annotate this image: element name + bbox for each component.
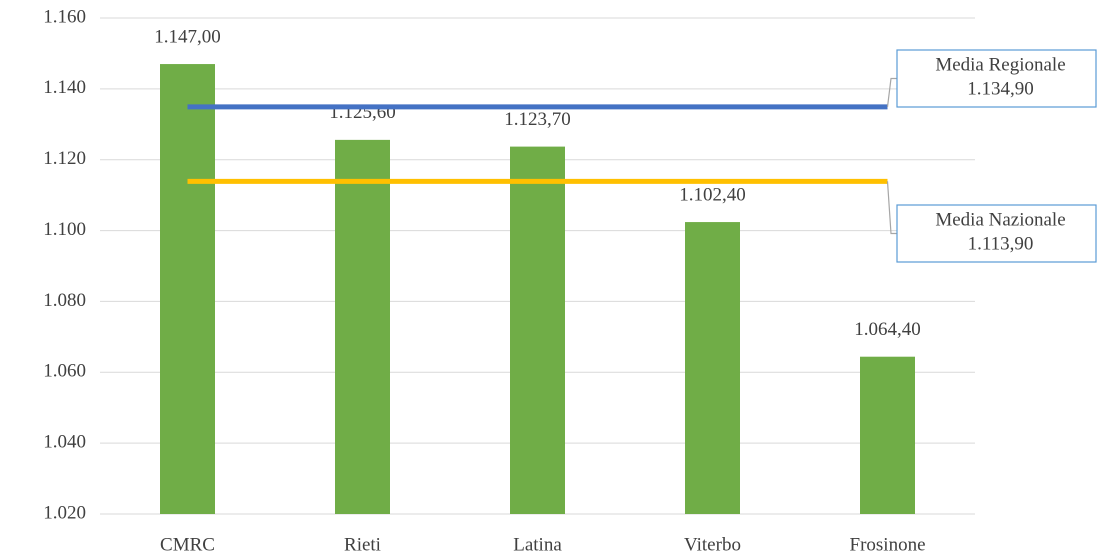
bar [160,64,215,515]
annotation-name: Media Regionale [935,54,1065,75]
leader-line [886,181,897,235]
y-tick-label: 1.080 [43,290,86,311]
y-tick-label: 1.120 [43,148,86,169]
leader-line [886,77,897,107]
y-tick-label: 1.020 [43,502,86,523]
value-label: 1.123,70 [504,109,571,130]
y-tick-label: 1.140 [43,77,86,98]
y-tick-label: 1.040 [43,432,86,453]
y-tick-label: 1.060 [43,361,86,382]
annotation-value: 1.134,90 [967,78,1034,99]
x-tick-label: Rieti [344,534,381,555]
x-tick-label: Frosinone [850,534,926,555]
annotation-name: Media Nazionale [935,209,1065,230]
value-label: 1.102,40 [679,184,746,205]
value-label: 1.064,40 [854,319,921,340]
annotation-box [896,49,1097,108]
y-tick-label: 1.100 [43,219,86,240]
x-tick-label: Latina [513,534,562,555]
bar [860,356,915,514]
x-tick-label: CMRC [160,534,215,555]
y-tick-label: 1.160 [43,6,86,27]
annotation-box [896,204,1097,263]
annotation-value: 1.113,90 [968,233,1034,254]
value-label: 1.147,00 [154,26,221,47]
x-tick-label: Viterbo [684,534,741,555]
bar [685,222,740,514]
bar [335,139,390,515]
bar [510,146,565,514]
